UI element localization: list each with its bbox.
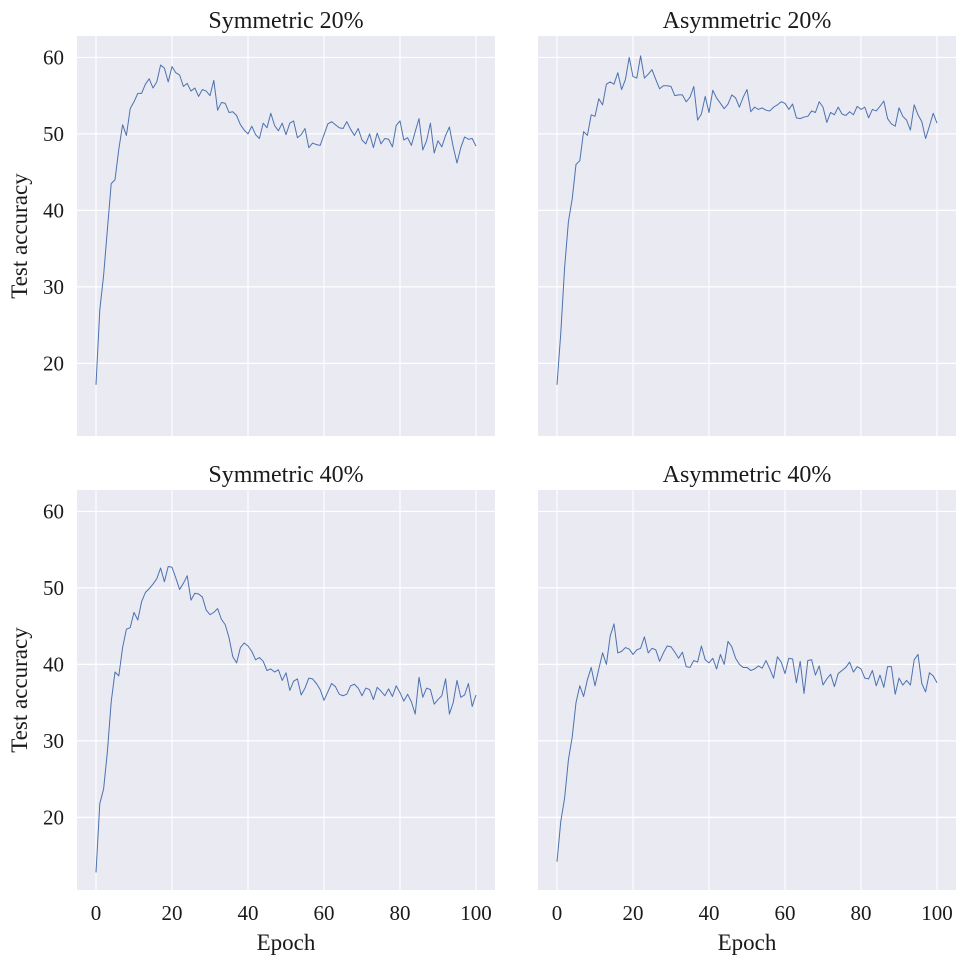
plot-area (77, 36, 495, 436)
y-tick-label: 60 (43, 499, 64, 523)
subplot-title: Symmetric 40% (208, 462, 363, 488)
y-tick-label: 20 (43, 351, 64, 375)
x-tick-label: 60 (775, 901, 796, 925)
series-line-1 (95, 64, 477, 385)
y-tick-label: 40 (43, 652, 64, 676)
y-tick-label: 30 (43, 729, 64, 753)
x-tick-label: 80 (851, 901, 872, 925)
x-tick-label: 20 (162, 901, 183, 925)
x-tick-label: 100 (460, 901, 492, 925)
x-axis-label: Epoch (257, 930, 316, 955)
plot-area (538, 36, 956, 436)
y-tick-label: 50 (43, 122, 64, 146)
subplot-title: Asymmetric 40% (663, 462, 832, 488)
y-tick-label: 60 (43, 45, 64, 69)
x-tick-label: 80 (390, 901, 411, 925)
y-tick-label: 50 (43, 576, 64, 600)
y-axis-label: Test accuracy (7, 173, 32, 299)
plot-area (77, 490, 495, 890)
subplot-title: Symmetric 20% (208, 8, 363, 34)
series-line-1 (95, 565, 477, 873)
plot-area (538, 490, 956, 890)
subplot-3: Symmetric 40% 0 20 40 60 80 100 20 30 40 50 60 Epoch… (7, 462, 495, 955)
x-tick-label: 40 (699, 901, 720, 925)
x-axis-label: Epoch (718, 930, 777, 955)
x-tick-label: 0 (552, 901, 563, 925)
y-axis-label: Test accuracy (7, 627, 32, 753)
subplot-title: Asymmetric 20% (663, 8, 832, 34)
series-line-1 (556, 623, 938, 862)
y-tick-label: 40 (43, 198, 64, 222)
x-tick-label: 40 (238, 901, 259, 925)
series-line-1 (556, 55, 938, 385)
x-tick-label: 60 (314, 901, 335, 925)
x-tick-label: 100 (921, 901, 953, 925)
subplot-1: Symmetric 20% 20 30 40 50 60 Test accuracy (7, 8, 495, 436)
subplot-2: Asymmetric 20% (538, 8, 956, 436)
x-tick-label: 0 (91, 901, 102, 925)
y-tick-label: 20 (43, 805, 64, 829)
subplot-4: Asymmetric 40% 0 20 40 60 80 100 Epoch (538, 462, 956, 955)
y-tick-label: 30 (43, 275, 64, 299)
x-tick-label: 20 (623, 901, 644, 925)
